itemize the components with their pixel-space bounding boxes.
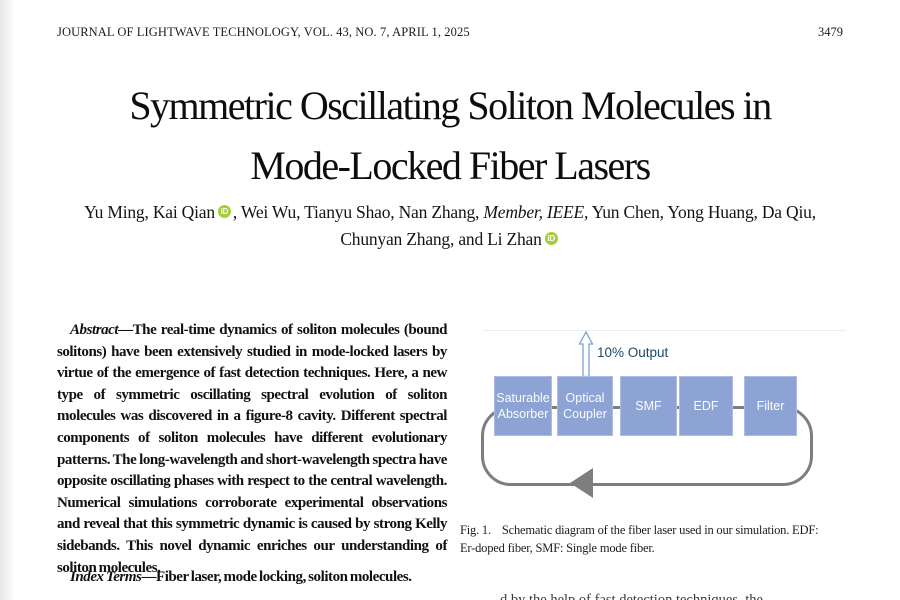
page-left-edge-shadow xyxy=(0,0,13,600)
orcid-icon[interactable]: iD xyxy=(217,205,231,218)
journal-running-head: JOURNAL OF LIGHTWAVE TECHNOLOGY, VOL. 43… xyxy=(57,25,470,39)
figure-number-label: Fig. 1. xyxy=(460,523,491,537)
figure-frame-line xyxy=(483,330,846,331)
orcid-icon[interactable]: iD xyxy=(544,232,558,245)
author-line-2: Chunyan Zhang, and Li Zhan iD xyxy=(0,226,900,253)
index-terms-paragraph: Index Terms—Fiber laser, mode locking, s… xyxy=(57,567,447,589)
figure-1-diagram: 10% Output Saturable Absorber Optical Co… xyxy=(460,318,846,518)
block-filter: Filter xyxy=(744,376,797,436)
author-list: Yu Ming, Kai Qian iD, Wei Wu, Tianyu Shao… xyxy=(0,199,900,253)
figure-1-caption: Fig. 1. Schematic diagram of the fiber la… xyxy=(460,523,819,555)
member-ieee-label: Member, IEEE xyxy=(483,202,585,222)
output-arrow-icon xyxy=(578,331,594,378)
index-terms-label: Index Terms xyxy=(70,569,142,585)
abstract-text: —The real-time dynamics of soliton molec… xyxy=(57,322,447,576)
block-edf: EDF xyxy=(679,376,733,436)
index-terms-text: —Fiber laser, mode locking, soliton mole… xyxy=(141,569,412,585)
abstract-paragraph: Abstract—The real-time dynamics of solit… xyxy=(57,320,447,579)
abstract-label: Abstract xyxy=(70,322,119,338)
paper-title: Symmetric Oscillating Soliton Molecules … xyxy=(0,76,900,196)
block-smf: SMF xyxy=(620,376,677,436)
clipped-body-text-line: d by the help of fast detection techniqu… xyxy=(500,593,812,600)
paper-title-line2: Mode-Locked Fiber Lasers xyxy=(250,143,651,188)
page-number: 3479 xyxy=(818,25,843,39)
paper-title-line1: Symmetric Oscillating Soliton Molecules … xyxy=(129,83,772,128)
author-line-1: Yu Ming, Kai Qian iD, Wei Wu, Tianyu Shao… xyxy=(84,202,816,222)
block-saturable-absorber: Saturable Absorber xyxy=(494,376,552,436)
output-percentage-label: 10% Output xyxy=(597,345,669,360)
loop-direction-arrow-icon xyxy=(570,468,593,498)
block-optical-coupler: Optical Coupler xyxy=(557,376,613,436)
